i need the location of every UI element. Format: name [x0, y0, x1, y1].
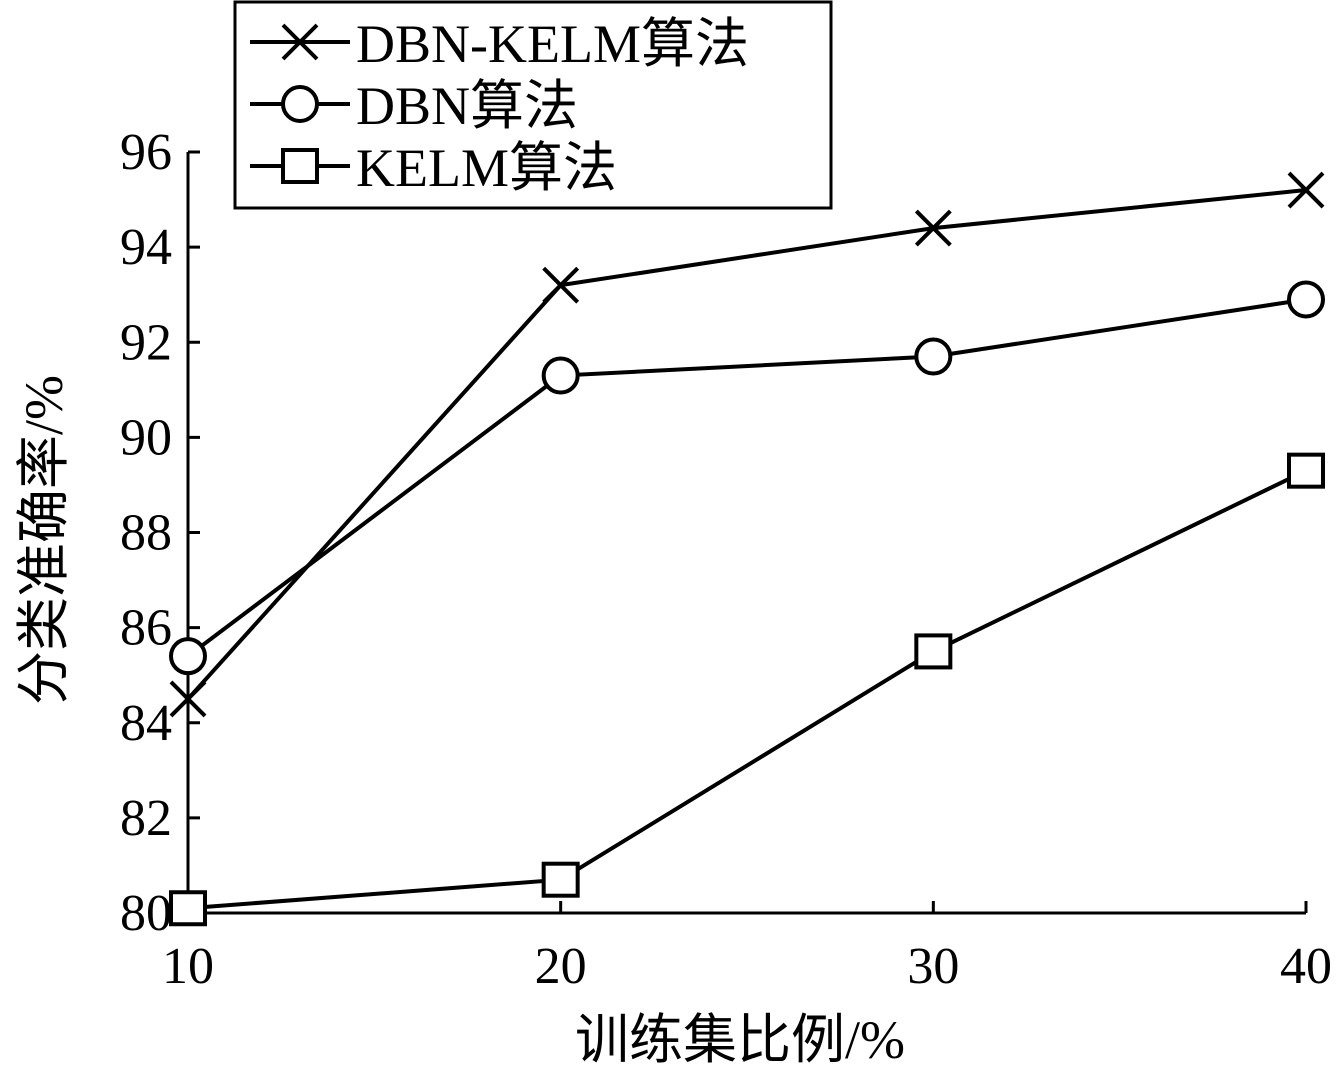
x-tick-label: 20: [535, 938, 587, 995]
y-tick-label: 82: [120, 790, 172, 847]
y-tick-label: 92: [120, 314, 172, 371]
data-point: [542, 266, 580, 304]
data-point: [169, 890, 207, 927]
marker-x-stroke: [1287, 171, 1325, 209]
data-point: [541, 356, 580, 395]
data-point: [541, 861, 580, 898]
series-line: [187, 468, 1307, 911]
legend-marker: [281, 85, 319, 123]
legend-label: DBN算法: [356, 76, 578, 136]
data-point: [169, 680, 207, 718]
data-point: [169, 637, 207, 676]
marker-x-stroke: [914, 209, 952, 247]
y-tick-label: 80: [120, 885, 172, 942]
data-point: [1287, 452, 1325, 489]
x-axis-label: 训练集比例/%: [575, 1010, 905, 1070]
y-axis-label: 分类准确率/%: [14, 375, 74, 705]
legend-marker: [281, 148, 319, 184]
legend-label: DBN-KELM算法: [356, 14, 749, 74]
legend-label: KELM算法: [356, 138, 617, 198]
series-group: [169, 171, 1325, 927]
x-tick-label: 40: [1280, 938, 1332, 995]
series-circle: [169, 280, 1325, 676]
series-line: [186, 188, 1307, 701]
series-x: [169, 171, 1325, 718]
marker-x-stroke: [169, 680, 207, 718]
legend-item: DBN-KELM算法: [250, 14, 749, 74]
legend-item: DBN算法: [250, 76, 578, 136]
y-tick-label: 90: [120, 409, 172, 466]
marker-x-stroke: [281, 23, 319, 61]
data-point: [914, 337, 953, 376]
y-tick-label: 86: [120, 600, 172, 657]
x-tick-label: 10: [162, 938, 214, 995]
axes: 80 82 84 86 88 90 92 94 96 10 20 30 40: [120, 124, 1332, 995]
legend-marker: [281, 23, 319, 61]
y-tick-label: 84: [120, 695, 172, 752]
series-square: [169, 452, 1325, 927]
y-tick-label: 88: [120, 505, 172, 562]
y-tick-label: 94: [120, 219, 172, 276]
data-point: [914, 633, 953, 670]
y-tick-label: 96: [120, 124, 172, 181]
legend-item: KELM算法: [250, 138, 617, 198]
data-point: [1287, 171, 1325, 209]
x-tick-label: 30: [907, 938, 959, 995]
marker-x-stroke: [542, 266, 580, 304]
data-point: [1287, 280, 1325, 319]
data-point: [914, 209, 952, 247]
series-line: [186, 297, 1307, 658]
